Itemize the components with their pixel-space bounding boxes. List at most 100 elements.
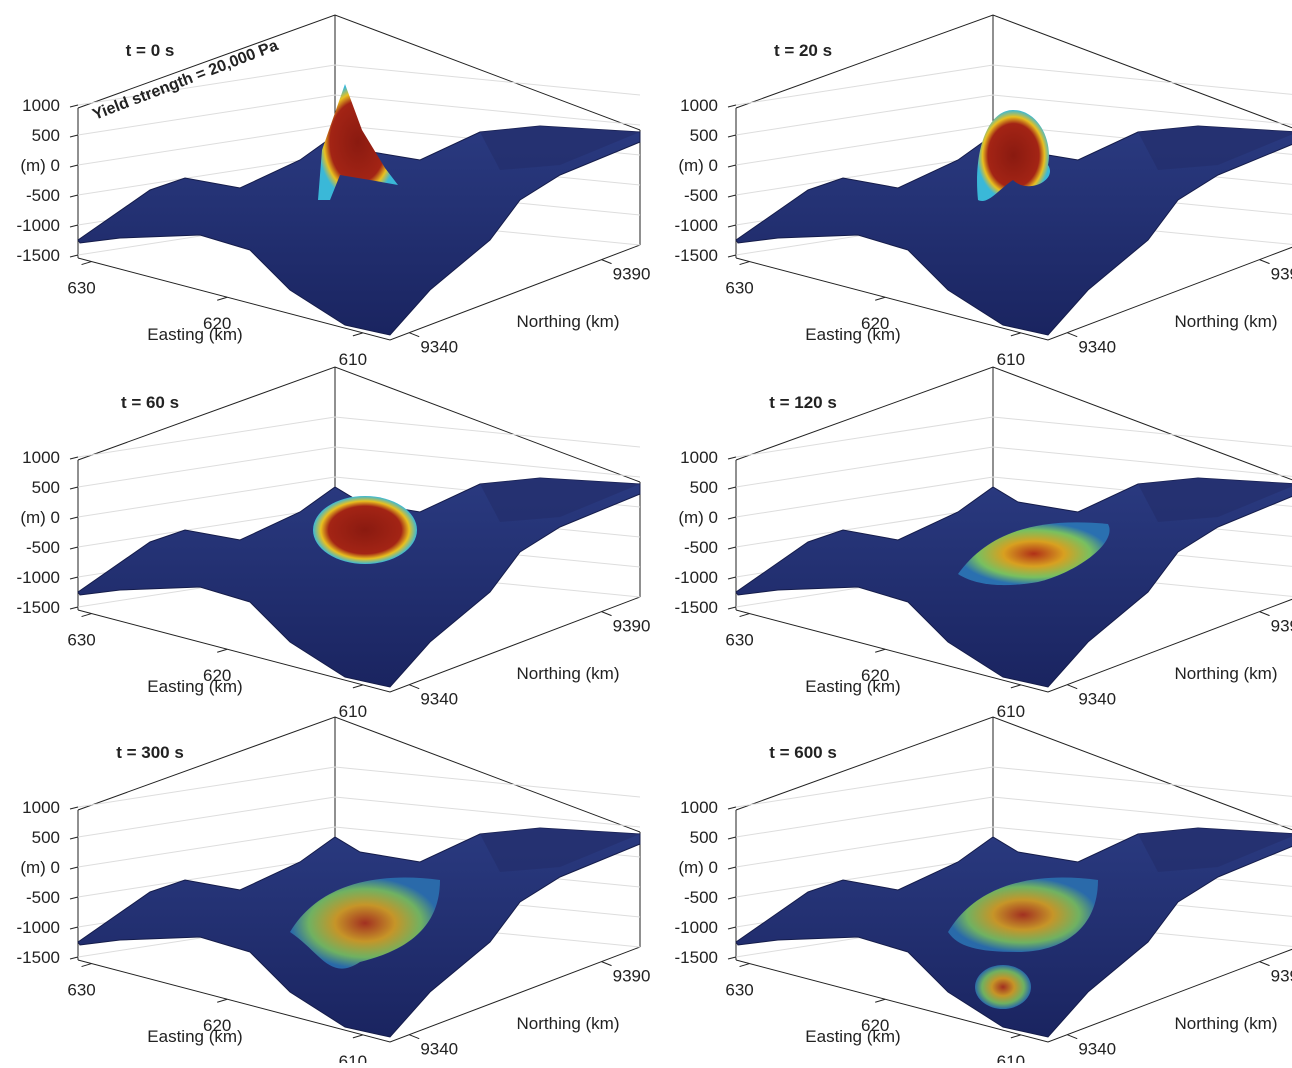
flow — [318, 84, 398, 200]
z-tick-label: -500 — [684, 538, 718, 557]
z-tick-label: -1500 — [17, 598, 60, 617]
z-tick — [727, 516, 737, 520]
panel-title: t = 600 s — [769, 743, 837, 762]
z-tick — [69, 486, 79, 490]
axis-box — [735, 948, 1292, 1043]
x-tick — [1010, 1034, 1022, 1039]
z-tick-label: 500 — [690, 478, 718, 497]
terrain-ridge — [1138, 126, 1292, 170]
z-tick-label: 500 — [32, 126, 60, 145]
z-tick — [727, 866, 737, 870]
z-tick — [69, 576, 79, 580]
panel-title: t = 120 s — [769, 393, 837, 412]
x-tick — [875, 648, 886, 653]
terrain-ridge — [480, 828, 640, 872]
z-tick — [69, 134, 79, 138]
z-tick — [69, 456, 79, 460]
axis-box — [77, 366, 641, 483]
x-tick-label: 620 — [203, 314, 231, 333]
y-tick-label: 9340 — [1078, 690, 1116, 709]
x-tick-label: 620 — [203, 1016, 231, 1035]
terrain — [77, 125, 641, 336]
z-tick-label: -1000 — [675, 568, 718, 587]
grid-line — [735, 94, 1292, 136]
z-tick-label: 1000 — [680, 448, 718, 467]
y-tick-label: 9390 — [1271, 265, 1292, 284]
y-tick-label: 9390 — [1271, 967, 1292, 986]
z-tick-label: -1000 — [675, 216, 718, 235]
grid-line — [77, 796, 641, 838]
z-tick — [69, 956, 79, 960]
z-tick-label: -500 — [26, 888, 60, 907]
z-tick — [727, 546, 737, 550]
z-tick — [727, 806, 737, 810]
axis-box — [735, 366, 1292, 481]
z-tick-label: 1000 — [22, 798, 60, 817]
x-tick-label: 610 — [339, 1052, 367, 1063]
z-tick-label: -500 — [26, 538, 60, 557]
flow — [975, 965, 1031, 1009]
z-tick — [69, 836, 79, 840]
y-tick — [409, 684, 420, 690]
x-tick-label: 630 — [725, 631, 753, 650]
y-tick-label: 9340 — [420, 338, 458, 357]
z-tick-label: 500 — [32, 828, 60, 847]
x-axis-label: Easting (km) — [147, 677, 242, 696]
x-tick — [875, 998, 886, 1003]
z-tick-label: (m) 0 — [678, 508, 718, 527]
x-tick — [739, 613, 750, 618]
z-tick — [69, 866, 79, 870]
z-tick — [727, 194, 737, 198]
z-tick-label: 500 — [32, 478, 60, 497]
z-tick — [727, 836, 737, 840]
z-tick — [727, 926, 737, 930]
z-tick — [69, 164, 79, 168]
y-axis-label: Northing (km) — [517, 1014, 620, 1033]
y-tick — [409, 1034, 420, 1040]
z-tick-label: -1500 — [675, 948, 718, 967]
x-axis-label: Easting (km) — [147, 1027, 242, 1046]
z-tick — [69, 104, 79, 108]
z-tick-label: -1000 — [675, 918, 718, 937]
y-tick — [1067, 1034, 1078, 1040]
flow — [948, 877, 1098, 952]
y-tick-label: 9390 — [613, 967, 651, 986]
axis-box — [77, 716, 641, 833]
y-tick-label: 9390 — [1271, 617, 1292, 636]
z-tick — [727, 104, 737, 108]
y-tick — [1259, 961, 1270, 967]
grid-line — [77, 94, 641, 136]
z-tick — [69, 224, 79, 228]
x-tick — [1010, 684, 1022, 689]
x-axis-label: Easting (km) — [805, 677, 900, 696]
y-tick-label: 9390 — [613, 265, 651, 284]
panel: 1000 500 (m) 0 -500 -1000 -1500 630 620 610 9340 9… — [17, 366, 650, 721]
z-tick — [69, 546, 79, 550]
x-tick-label: 610 — [997, 350, 1025, 369]
x-tick-label: 630 — [67, 279, 95, 298]
x-tick-label: 610 — [339, 350, 367, 369]
z-tick — [69, 254, 79, 258]
axis-box — [77, 14, 641, 131]
x-tick — [81, 261, 92, 266]
flow — [977, 110, 1050, 201]
z-tick — [69, 516, 79, 520]
x-tick-label: 630 — [725, 981, 753, 1000]
axis-box — [735, 716, 1292, 831]
x-tick-label: 610 — [339, 702, 367, 721]
z-tick — [727, 576, 737, 580]
z-tick — [727, 134, 737, 138]
z-tick — [727, 254, 737, 258]
z-tick — [727, 896, 737, 900]
z-tick-label: 1000 — [22, 96, 60, 115]
z-tick — [727, 486, 737, 490]
z-tick-label: 1000 — [22, 448, 60, 467]
terrain — [735, 125, 1292, 336]
terrain-ridge — [480, 126, 640, 170]
z-tick — [69, 806, 79, 810]
x-tick-label: 620 — [861, 666, 889, 685]
x-tick — [217, 648, 228, 653]
z-tick-label: 1000 — [680, 96, 718, 115]
axis-box — [735, 246, 1292, 341]
z-tick-label: 500 — [690, 828, 718, 847]
